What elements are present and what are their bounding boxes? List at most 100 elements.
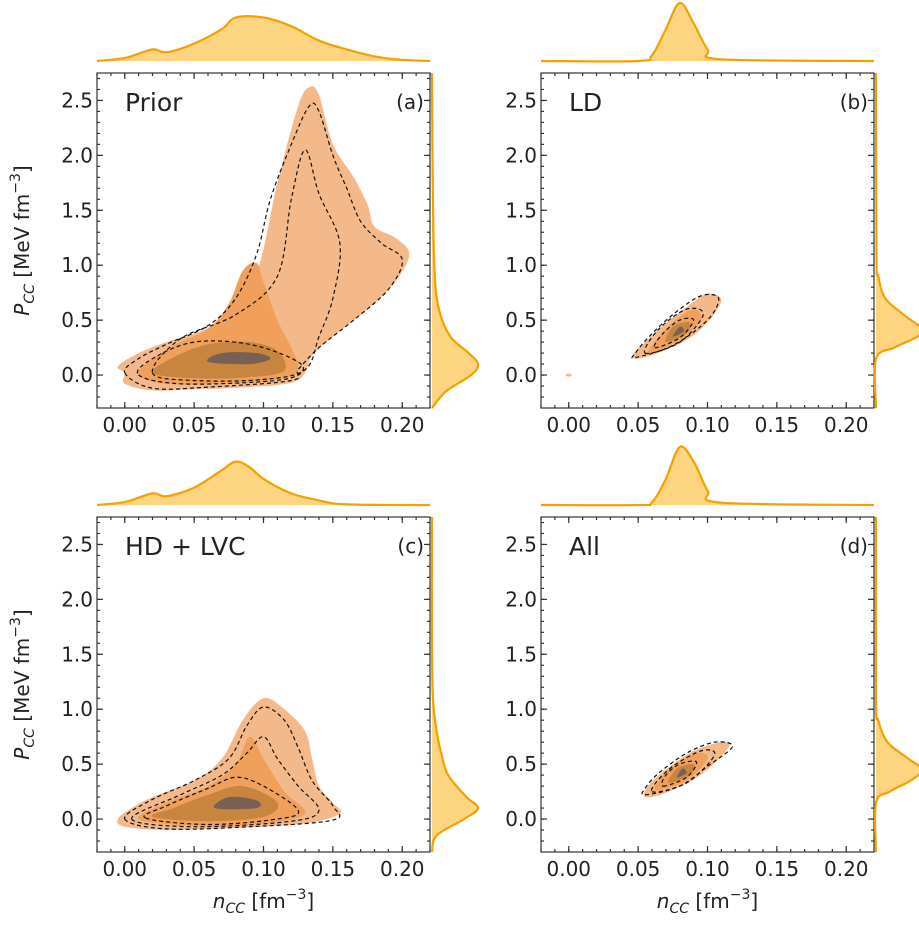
y-tick-label: 1.5: [505, 642, 537, 666]
x-tick-label: 0.20: [824, 413, 869, 437]
y-tick-label: 2.5: [61, 532, 93, 556]
marginal-x-fill: [97, 16, 430, 61]
x-axis-label-unit: [fm: [689, 889, 730, 913]
x-tick-label: 0.05: [172, 413, 217, 437]
panel-title: Prior: [125, 88, 183, 117]
y-tick-label: 1.0: [505, 253, 537, 277]
y-tick-label: 2.0: [505, 143, 537, 167]
marginal-x-line: [540, 1, 875, 63]
y-tick-label: 1.0: [505, 697, 537, 721]
marginal-x-line: [96, 460, 431, 507]
marginal-y-line: [873, 516, 919, 853]
contour-layer: [117, 86, 410, 391]
x-axis-label-exponent: −3: [730, 887, 751, 903]
y-tick-label: 2.0: [505, 587, 537, 611]
x-tick-label: 0.00: [546, 413, 591, 437]
panel-d: 0.00 0.05 0.10 0.15 0.20 0.0 0.5 1.0 1.5 2.0 2.5 Al…: [505, 445, 919, 917]
y-tick-label: 0.5: [61, 752, 93, 776]
marginal-y-fill: [874, 517, 919, 852]
plot-frame: [540, 72, 875, 409]
y-tick-label: 0.5: [505, 308, 537, 332]
contour-line-second: [131, 736, 320, 828]
y-tick-label: 0.0: [505, 363, 537, 387]
y-axis-label-symbol: P: [10, 747, 34, 760]
contour-line-inner: [653, 317, 695, 349]
y-tick-label: 1.5: [61, 198, 93, 222]
density-region-center: [213, 796, 261, 810]
x-tick-label: 0.10: [241, 413, 286, 437]
y-tick-label: 0.5: [61, 308, 93, 332]
y-tick-label: 1.5: [505, 198, 537, 222]
panel-title: LD: [569, 88, 602, 117]
x-tick-label: 0.15: [755, 857, 800, 881]
density-region-core: [151, 785, 279, 822]
plot-frame: [540, 516, 875, 853]
panel-tag: (c): [397, 534, 424, 558]
marginal-x-fill: [97, 461, 430, 505]
x-tick-label: 0.10: [241, 857, 286, 881]
x-tick-label: 0.20: [824, 857, 869, 881]
density-region-center: [672, 326, 685, 337]
y-tick-label: 0.0: [61, 807, 93, 831]
y-tick-label: 2.5: [61, 88, 93, 112]
x-tick-label: 0.15: [755, 413, 800, 437]
y-tick-label: 0.0: [61, 363, 93, 387]
x-tick-label: 0.05: [616, 857, 661, 881]
y-tick-label: 2.5: [505, 88, 537, 112]
y-axis-label-unit: [MeV fm: [10, 194, 34, 284]
x-tick-label: 0.10: [685, 857, 730, 881]
x-axis-label: nCC [fm−3]: [657, 887, 758, 917]
y-axis-label-close: ]: [10, 609, 34, 617]
x-tick-label: 0.15: [311, 857, 356, 881]
x-axis-label-close: ]: [750, 889, 758, 913]
x-tick-label: 0.20: [380, 857, 425, 881]
x-axis-label-subscript: CC: [225, 901, 245, 917]
marginal-y-line: [430, 516, 480, 853]
panel-c: 0.00 0.05 0.10 0.15 0.20 0.0 0.5 1.0 1.5 2.0 2.5 HD…: [8, 460, 480, 917]
x-tick-label: 0.15: [311, 413, 356, 437]
x-axis-label-close: ]: [306, 889, 314, 913]
marginal-y-fill: [431, 517, 479, 852]
contour-line-second: [650, 749, 716, 793]
marginal-y-line: [430, 72, 480, 409]
density-region-center: [206, 352, 271, 365]
contour-line-second: [151, 149, 341, 382]
y-axis-label: PCC [MeV fm−3]: [8, 609, 38, 759]
x-tick-label: 0.05: [616, 413, 661, 437]
contour-layer: [117, 697, 342, 831]
x-axis-label: nCC [fm−3]: [213, 887, 314, 917]
contour-line-inner: [136, 340, 305, 385]
y-tick-label: 0.0: [505, 807, 537, 831]
panel-tag: (d): [840, 534, 868, 558]
contour-layer: [641, 741, 734, 798]
panel-tag: (a): [396, 90, 424, 114]
contour-line-outer: [123, 102, 403, 390]
y-axis-label-symbol: P: [10, 303, 34, 316]
y-axis-label-close: ]: [10, 165, 34, 173]
density-region-outer: [117, 86, 410, 391]
x-tick-label: 0.00: [102, 413, 147, 437]
y-axis-label-exponent: −3: [8, 617, 24, 638]
panel-title: All: [569, 532, 600, 561]
y-tick-label: 1.0: [61, 697, 93, 721]
y-tick-label: 0.5: [505, 752, 537, 776]
stray-density-point: [565, 373, 572, 377]
x-axis-label-symbol: n: [657, 889, 670, 913]
contour-line-inner: [661, 760, 698, 787]
y-axis-label-unit: [MeV fm: [10, 638, 34, 728]
marginal-y-line: [873, 72, 919, 409]
x-tick-label: 0.10: [685, 413, 730, 437]
marginal-y-fill: [432, 73, 479, 408]
x-axis-label-unit: [fm: [245, 889, 286, 913]
y-tick-label: 2.0: [61, 143, 93, 167]
marginal-x-line: [96, 15, 431, 63]
y-axis-label-exponent: −3: [8, 173, 24, 194]
x-axis-label-subscript: CC: [669, 901, 689, 917]
panel-a: 0.00 0.05 0.10 0.15 0.20 0.0 0.5 1.0 1.5 2.0 2.5 Pr…: [8, 15, 480, 437]
marginal-x-line: [540, 445, 875, 507]
contour-layer: [565, 293, 722, 377]
x-tick-label: 0.00: [102, 857, 147, 881]
panel-title: HD + LVC: [125, 532, 246, 561]
contour-line-outer: [124, 706, 341, 830]
